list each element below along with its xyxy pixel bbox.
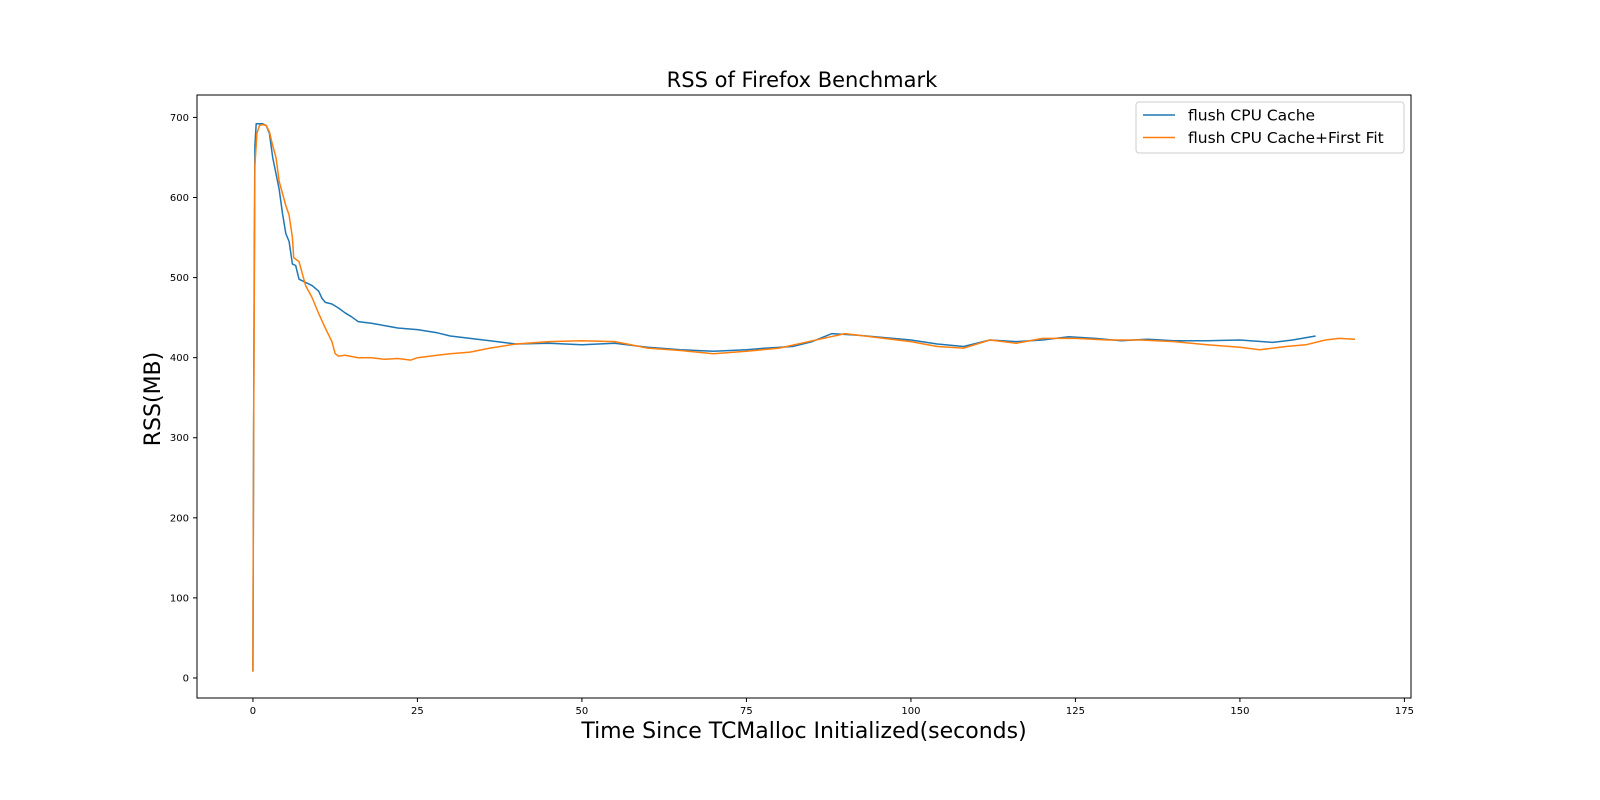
- x-tick-label: 100: [901, 706, 920, 717]
- x-tick-label: 75: [740, 706, 753, 717]
- legend-label-2: flush CPU Cache+First Fit: [1188, 129, 1384, 147]
- y-tick-label: 0: [183, 673, 189, 684]
- x-tick-label: 150: [1230, 706, 1249, 717]
- x-axis: 0 25 50 75 100 125 150 175: [250, 698, 1414, 717]
- x-tick-label: 50: [576, 706, 589, 717]
- x-tick-label: 25: [411, 706, 424, 717]
- y-axis: 0 100 200 300 400 500 600 700: [170, 113, 197, 684]
- y-tick-label: 600: [170, 193, 189, 204]
- plot-area: [196, 94, 1412, 699]
- chart-title: RSS of Firefox Benchmark: [667, 68, 938, 92]
- legend-label-1: flush CPU Cache: [1188, 107, 1315, 125]
- y-tick-label: 300: [170, 433, 189, 444]
- y-tick-label: 700: [170, 113, 189, 124]
- legend: flush CPU Cache flush CPU Cache+First Fit: [1135, 101, 1405, 154]
- y-tick-label: 400: [170, 353, 189, 364]
- x-tick-label: 125: [1066, 706, 1085, 717]
- x-axis-label: Time Since TCMalloc Initialized(seconds): [580, 719, 1026, 744]
- y-tick-label: 100: [170, 593, 189, 604]
- y-tick-label: 200: [170, 513, 189, 524]
- series-line-1: [252, 123, 1316, 672]
- series-line-2: [252, 123, 1356, 672]
- x-tick-label: 175: [1395, 706, 1414, 717]
- series-lines: [252, 123, 1356, 672]
- x-tick-label: 0: [250, 706, 256, 717]
- y-axis-label: RSS(MB): [141, 352, 166, 446]
- y-tick-label: 500: [170, 273, 189, 284]
- legend-box: [1135, 101, 1405, 154]
